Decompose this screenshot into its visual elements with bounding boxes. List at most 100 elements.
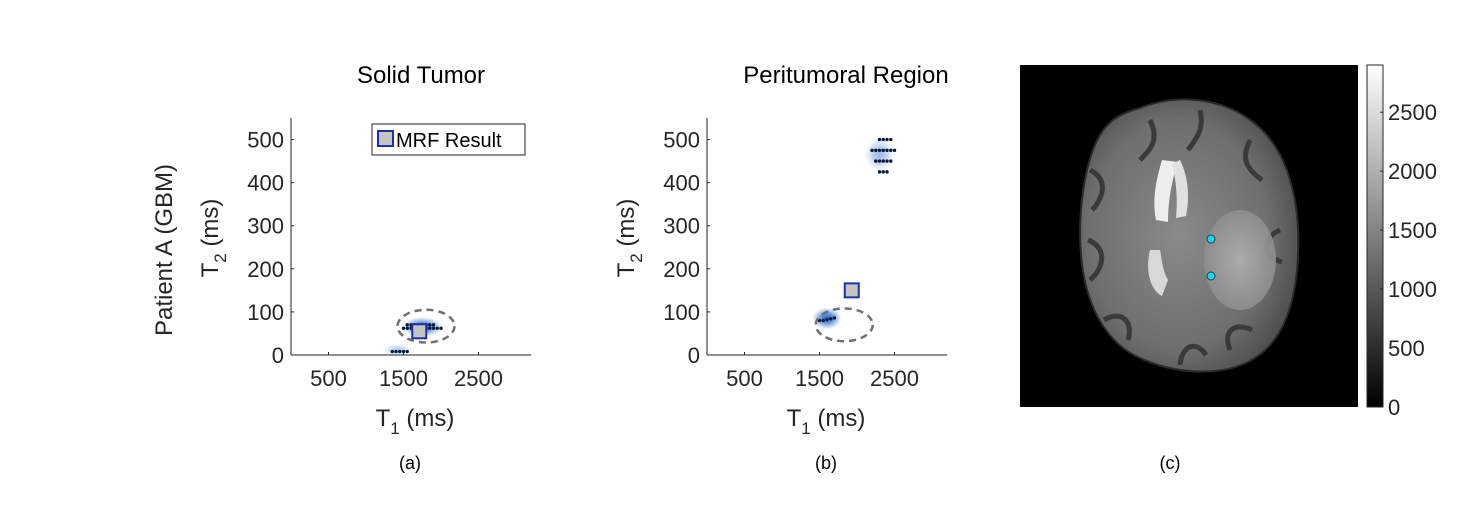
grid-point [829,317,833,321]
panel-c-caption: (c) [1160,453,1181,473]
grid-point [889,159,893,163]
legend-box [371,123,526,156]
y-tick-label: 500 [247,128,284,153]
grid-point [881,159,885,163]
grid-point [390,349,394,354]
y-tick-label: 300 [247,214,284,239]
x-tick-label: 500 [726,366,763,391]
mrf-result-marker [411,323,428,340]
density-blob-1 [382,343,413,355]
ventricle-horn [1148,250,1168,296]
panel-b-caption: (b) [815,453,837,473]
grid-point [401,326,406,330]
xlabel-sub: 1 [801,419,810,438]
xlabel-sub: 1 [390,419,399,438]
panel-b-scatter: Peritumoral Region 500 1500 2500 0 100 200 300… [613,62,949,473]
colorbar-tick-label: 0 [1388,395,1400,420]
colorbar-tick-label: 1500 [1388,218,1437,243]
panel-b-axes: 500 1500 2500 0 100 200 300 400 500 [663,118,947,391]
grid-point [825,317,829,322]
colorbar-tick-label: 2000 [1388,159,1437,184]
x-tick-label: 500 [310,366,347,391]
x-tick-label: 1500 [795,366,844,391]
x-tick-label: 1500 [379,366,428,391]
panel-a-legend: MRF Result [371,123,526,156]
grid-point [885,137,889,142]
colorbar-ticks: 0 500 1000 1500 2000 2500 [1380,100,1437,420]
panel-b-ylabel: T2 (ms) [613,199,646,278]
colorbar-tick-label: 2500 [1388,100,1437,125]
tumor-region [1204,210,1276,310]
grid-point [439,326,443,330]
grid-point [889,148,893,153]
grid-point [821,318,825,323]
confidence-ellipse [814,307,874,343]
grid-point [394,349,398,354]
xlabel-unit: (ms) [400,405,455,432]
grid-point [892,148,897,153]
row-label: Patient A (GBM) [151,164,178,336]
grid-point [428,326,432,330]
grid-point [881,148,885,153]
ylabel-main: T [197,262,224,277]
mri-brain-slice [1079,98,1300,373]
ylabel-unit: (ms) [613,199,640,254]
roi-marker-peritumoral [1206,271,1216,281]
panel-a-overlay [396,308,456,344]
grid-point [870,148,874,153]
panel-b-xlabel: T1 (ms) [787,405,866,438]
y-tick-label: 400 [247,171,284,196]
grid-point [398,349,402,354]
grid-point [405,326,409,330]
panel-b-title: Peritumoral Region [743,62,948,89]
panel-b-density [812,137,895,330]
panel-a-ylabel: T2 (ms) [197,199,230,278]
grid-point [874,148,878,153]
ventricle-left [1154,160,1178,222]
x-tick-label: 2500 [870,366,919,391]
grid-point [885,170,889,174]
xlabel-main: T [376,405,391,432]
y-tick-label: 100 [663,300,700,325]
ylabel-sub: 2 [211,253,230,262]
density-blob-1 [864,137,895,172]
y-tick-label: 100 [247,300,284,325]
grid-point [405,349,409,354]
grid-point [881,170,885,174]
grid-point [885,159,889,163]
panel-a-title: Solid Tumor [357,62,485,89]
mrf-result-marker [843,282,860,299]
xlabel-unit: (ms) [811,405,866,432]
legend-label: MRF Result [396,130,502,152]
grid-point [877,170,882,174]
y-tick-label: 0 [272,343,284,368]
colorbar [1366,64,1384,408]
panel-a-axes: 500 1500 2500 0 100 200 300 400 500 [247,118,531,391]
y-tick-label: 400 [663,171,700,196]
y-tick-label: 300 [663,214,700,239]
grid-point [431,326,436,330]
roi-marker-solid-tumor [1206,234,1216,244]
ventricle-right [1172,160,1188,218]
panel-a-caption: (a) [399,453,421,473]
xlabel-main: T [787,405,802,432]
grid-point [401,349,406,354]
legend-marker [377,130,394,147]
panel-b-overlay [814,282,874,343]
grid-point [832,316,837,320]
ylabel-main: T [613,262,640,277]
y-tick-label: 200 [663,257,700,282]
grid-point [881,137,885,142]
grid-point [431,323,436,327]
panel-a-scatter: Solid Tumor Patient A (GBM) 500 1500 25000… [151,62,531,473]
ylabel-sub: 2 [627,253,646,262]
grid-point [405,323,409,327]
panel-c-image: 0 500 1000 1500 2000 2500 (c) [1020,64,1437,473]
panel-b-grid-points [817,137,897,323]
x-tick-label: 2500 [454,366,503,391]
grid-point [874,159,878,163]
grid-point [428,323,432,327]
y-tick-label: 0 [688,343,700,368]
colorbar-tick-label: 500 [1388,336,1425,361]
